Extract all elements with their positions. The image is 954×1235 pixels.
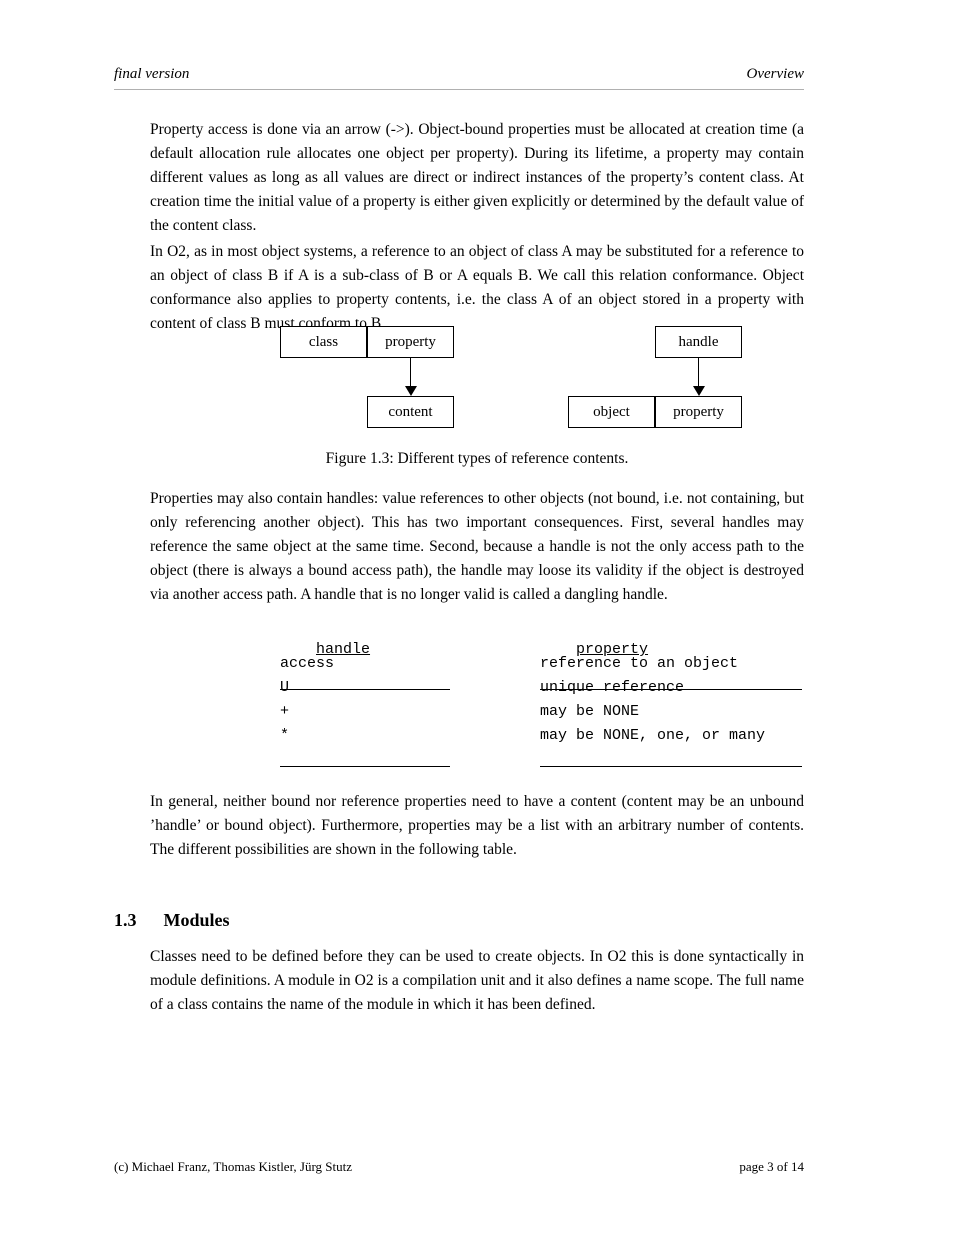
footer: (c) Michael Franz, Thomas Kistler, Jürg …: [114, 1159, 804, 1175]
arrow-shaft-right: [698, 358, 699, 388]
footer-right: page 3 of 14: [739, 1159, 804, 1175]
page: final version Overview Property access i…: [0, 0, 954, 1235]
arrow-head-right: [693, 386, 705, 396]
footer-left: (c) Michael Franz, Thomas Kistler, Jürg …: [114, 1159, 352, 1175]
section-number: 1.3: [114, 910, 137, 930]
table-row-left-0: access: [280, 652, 450, 675]
box-property-left: property: [367, 326, 454, 358]
section-title: Modules: [164, 910, 230, 930]
box-property-right: property: [655, 396, 742, 428]
figure-caption: Figure 1.3: Different types of reference…: [0, 450, 954, 468]
box-object: object: [568, 396, 655, 428]
box-class: class: [280, 326, 367, 358]
table-row-right-3: may be NONE, one, or many: [540, 724, 802, 747]
arrow-shaft-left: [410, 358, 411, 388]
table-row-left-3: *: [280, 724, 450, 747]
paragraph-2: In O2, as in most object systems, a refe…: [150, 240, 804, 336]
header-right: Overview: [747, 66, 804, 83]
header-left: final version: [114, 66, 189, 83]
table-row-right-1: unique reference: [540, 676, 802, 699]
diagram-right: handle object property: [568, 326, 744, 431]
box-content: content: [367, 396, 454, 428]
section-heading: 1.3 Modules: [114, 910, 230, 931]
section-body: Classes need to be defined before they c…: [150, 945, 804, 1017]
table-row-left-1: U: [280, 676, 450, 699]
table-rule-left: [280, 766, 450, 767]
diagram-left: class property content: [280, 326, 456, 431]
paragraph-3: Properties may also contain handles: val…: [150, 487, 804, 607]
arrow-head-left: [405, 386, 417, 396]
box-handle: handle: [655, 326, 742, 358]
paragraph-1: Property access is done via an arrow (->…: [150, 118, 804, 238]
table-row-left-2: +: [280, 700, 450, 723]
table-row-right-2: may be NONE: [540, 700, 802, 723]
table-rule-right: [540, 766, 802, 767]
table-row-right-0: reference to an object: [540, 652, 802, 675]
paragraph-4: In general, neither bound nor reference …: [150, 790, 804, 862]
running-header: final version Overview: [114, 66, 804, 83]
header-rule: [114, 89, 804, 90]
